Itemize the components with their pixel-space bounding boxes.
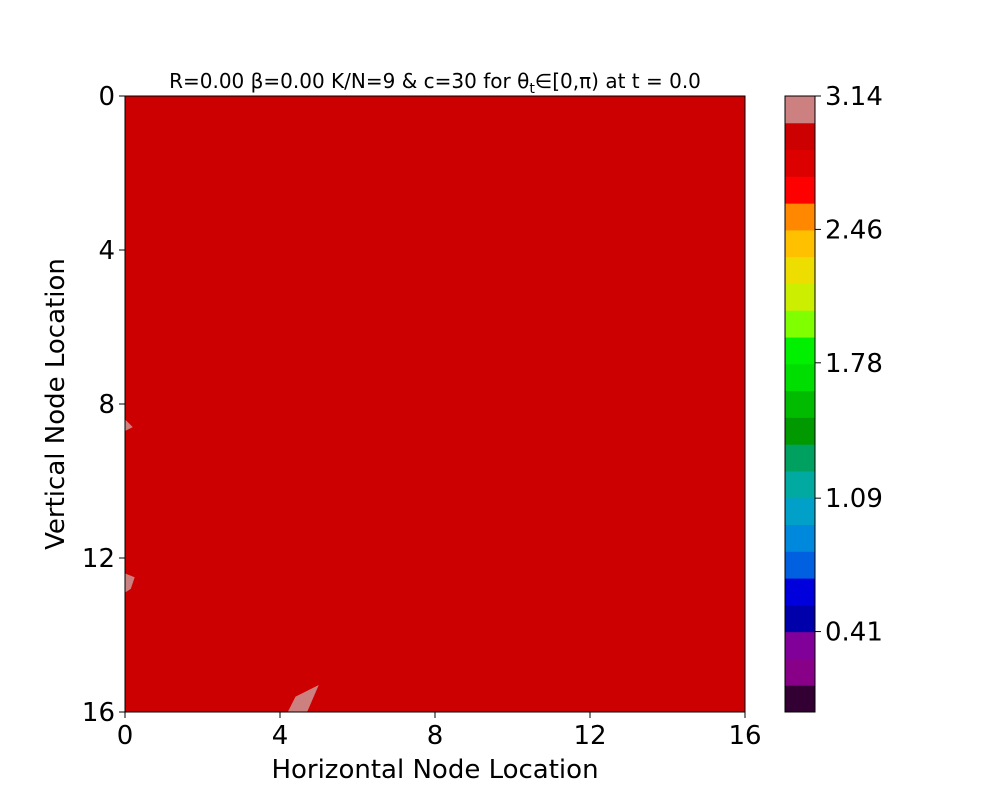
colorbar-level-15 bbox=[785, 283, 815, 311]
y-tick-label-4: 16 bbox=[82, 698, 115, 728]
colorbar-level-6 bbox=[785, 524, 815, 552]
chart-title-subscript: t bbox=[529, 81, 535, 97]
colorbar-level-12 bbox=[785, 363, 815, 392]
patch-0 bbox=[125, 419, 133, 431]
colorbar-tick-label-4: 3.14 bbox=[825, 82, 883, 112]
colorbar-level-2 bbox=[785, 631, 815, 659]
x-tick-label-2: 8 bbox=[427, 721, 444, 751]
colorbar-tick-label-3: 2.46 bbox=[825, 215, 883, 245]
colorbar-level-7 bbox=[785, 497, 815, 526]
y-tick-label-2: 8 bbox=[98, 390, 115, 420]
patch-layer bbox=[125, 419, 319, 712]
x-tick-label-0: 0 bbox=[117, 721, 134, 751]
colorbar-ticks: 0.41 1.09 1.78 2.46 3.14 bbox=[815, 82, 883, 648]
x-tick-label-3: 12 bbox=[573, 721, 606, 751]
colorbar-level-10 bbox=[785, 417, 815, 445]
patch-2 bbox=[287, 685, 319, 712]
x-tick-label-4: 16 bbox=[728, 721, 761, 751]
colorbar-level-13 bbox=[785, 337, 815, 365]
colorbar-level-1 bbox=[785, 658, 815, 686]
colorbar-frame bbox=[784, 95, 816, 713]
colorbar-level-14 bbox=[785, 310, 815, 338]
y-axis: 0 4 8 12 16 bbox=[82, 82, 125, 728]
x-axis-label: Horizontal Node Location bbox=[271, 755, 598, 785]
chart-title-rest: ∈[0,π) at t = 0.0 bbox=[535, 69, 701, 93]
y-tick-label-1: 4 bbox=[98, 236, 115, 266]
colorbar-level-4 bbox=[785, 578, 815, 606]
colorbar-level-22 bbox=[785, 96, 815, 124]
colorbar-level-21 bbox=[785, 122, 815, 151]
heatmap-plot bbox=[124, 95, 746, 713]
chart-title-main: R=0.00 β=0.00 K/N=9 & c=30 for θ bbox=[169, 69, 529, 93]
x-tick-label-1: 4 bbox=[272, 721, 289, 751]
y-tick-label-3: 12 bbox=[82, 544, 115, 574]
y-tick-label-0: 0 bbox=[98, 82, 115, 112]
colorbar bbox=[785, 96, 815, 713]
colorbar-tick-label-0: 0.41 bbox=[825, 618, 883, 648]
colorbar-level-5 bbox=[785, 551, 815, 579]
x-axis: 0 4 8 12 16 bbox=[117, 712, 762, 751]
y-axis-label: Vertical Node Location bbox=[41, 258, 71, 550]
colorbar-level-0 bbox=[785, 685, 815, 713]
patch-1 bbox=[125, 573, 135, 593]
colorbar-level-18 bbox=[785, 203, 815, 231]
colorbar-level-11 bbox=[785, 390, 815, 418]
heatmap-field bbox=[125, 96, 745, 712]
colorbar-tick-label-2: 1.78 bbox=[825, 349, 883, 379]
colorbar-level-16 bbox=[785, 256, 815, 284]
colorbar-level-9 bbox=[785, 444, 815, 472]
chart-title: R=0.00 β=0.00 K/N=9 & c=30 for θt∈[0,π) … bbox=[169, 69, 701, 97]
colorbar-level-17 bbox=[785, 229, 815, 258]
colorbar-level-8 bbox=[785, 470, 815, 499]
colorbar-level-19 bbox=[785, 176, 815, 204]
colorbar-level-3 bbox=[785, 604, 815, 633]
colorbar-tick-label-1: 1.09 bbox=[825, 484, 883, 514]
colorbar-level-20 bbox=[785, 149, 815, 177]
